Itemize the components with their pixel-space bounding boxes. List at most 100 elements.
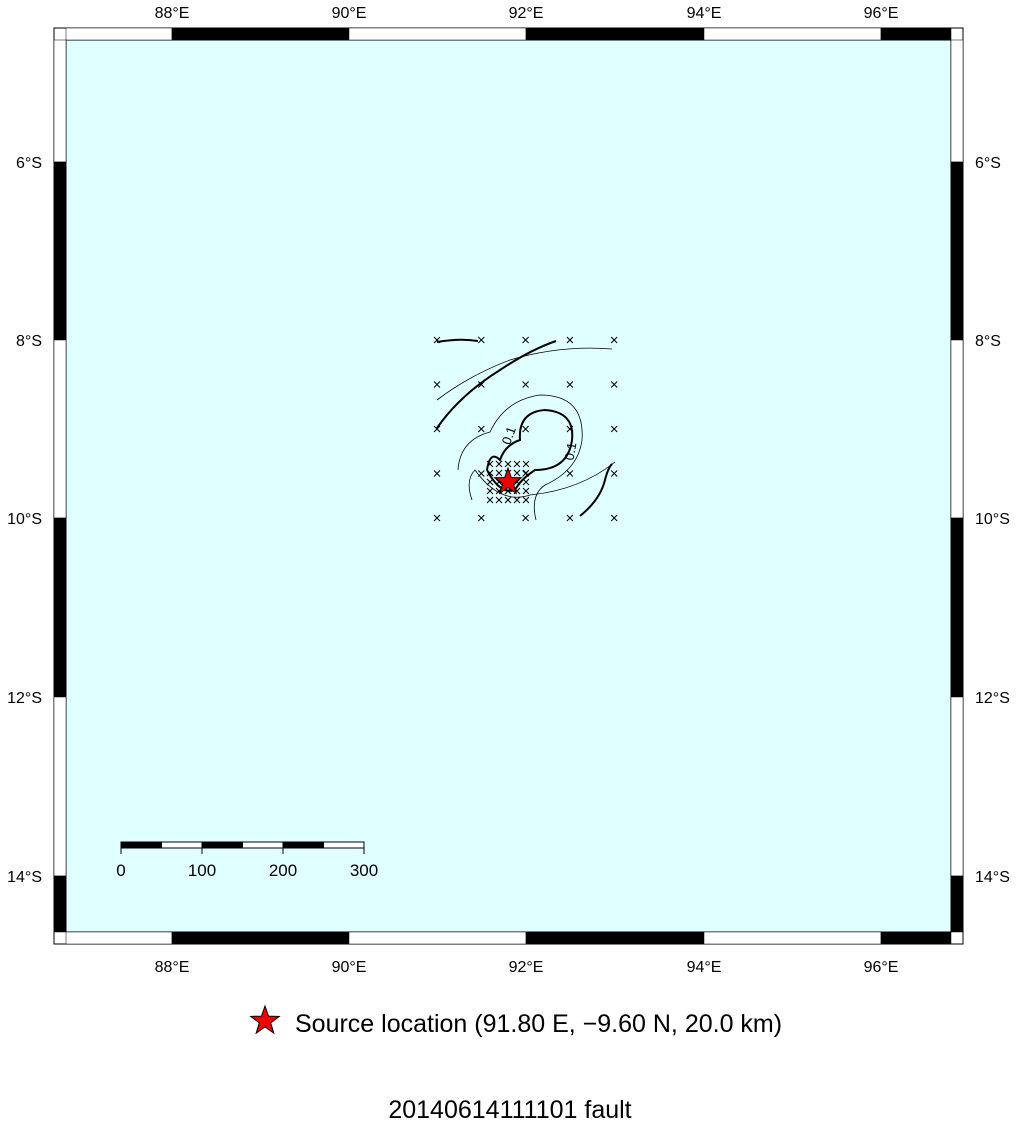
lon-label: 88°E <box>155 5 190 22</box>
frame-bar <box>65 27 173 41</box>
scale-segment <box>242 841 284 849</box>
grid-cross <box>522 425 529 433</box>
grid-cross <box>486 478 494 486</box>
frame-bar <box>348 27 527 41</box>
grid-cross <box>504 496 512 504</box>
grid-cross <box>566 336 574 344</box>
contour-line <box>436 340 557 429</box>
grid-cross <box>433 336 441 344</box>
grid-cross <box>522 487 530 495</box>
frame-bar <box>171 27 350 41</box>
contour-line <box>579 463 613 517</box>
grid-cross <box>433 470 441 477</box>
lat-label: 8°S <box>975 333 1001 350</box>
contour-line <box>486 408 574 492</box>
scale-label: 200 <box>269 861 297 880</box>
lon-label: 92°E <box>509 5 544 22</box>
frame-bar <box>950 39 964 163</box>
lat-label: 6°S <box>16 155 42 172</box>
lon-label: 96°E <box>864 5 899 22</box>
lon-label: 88°E <box>155 959 190 976</box>
grid-cross <box>610 381 618 388</box>
grid-cross <box>433 425 441 433</box>
frame-bar <box>65 931 173 945</box>
footer-title: 20140614111101 fault <box>388 1096 631 1120</box>
scale-segment <box>120 841 162 849</box>
grid-cross <box>477 470 485 477</box>
scale-bar: 0 100 200 300 <box>116 841 378 880</box>
contour-label: 0.1 <box>562 441 580 461</box>
grid-cross <box>486 469 494 477</box>
frame-bar <box>950 161 964 341</box>
grid-cross <box>513 496 521 504</box>
lat-label: 6°S <box>975 155 1001 172</box>
source-star <box>493 466 523 495</box>
frame-bar <box>53 339 67 519</box>
scale-segment <box>161 841 203 849</box>
frame-bar <box>950 875 964 933</box>
frame-bar <box>950 696 964 877</box>
grid-cross <box>477 514 485 522</box>
frame-bar <box>348 931 527 945</box>
contours <box>436 338 616 521</box>
lat-label: 14°S <box>7 869 42 886</box>
frame-bar <box>171 931 350 945</box>
scale-segment <box>323 841 365 849</box>
lat-label: 10°S <box>7 511 42 528</box>
grid-cross <box>433 381 441 388</box>
grid-cross <box>610 470 618 477</box>
frame-bar <box>880 931 952 945</box>
grid-cross <box>486 496 494 504</box>
grid-cross <box>522 469 530 477</box>
contour-line <box>457 394 583 521</box>
frame-bars <box>53 27 964 945</box>
grid-cross <box>486 460 494 468</box>
frame-bar <box>950 339 964 519</box>
lon-label: 90°E <box>332 959 367 976</box>
lat-label: 10°S <box>975 511 1010 528</box>
frame-bar <box>880 27 952 41</box>
frame-bar <box>525 931 705 945</box>
contour-label: 0.1 <box>499 424 519 446</box>
grid-cross <box>610 514 618 522</box>
grid-cross <box>522 381 529 388</box>
legend-star <box>249 1004 281 1035</box>
scale-label: 0 <box>116 861 125 880</box>
frame-bar <box>53 875 67 933</box>
frame-bar <box>525 27 705 41</box>
grid-cross <box>566 425 574 433</box>
grid-cross <box>522 478 530 486</box>
grid-cross <box>610 425 618 433</box>
grid-cross <box>522 336 529 344</box>
grid-cross <box>477 381 485 388</box>
legend-label: Source location (91.80 E, −9.60 N, 20.0 … <box>295 1010 782 1038</box>
grid-points <box>433 336 618 522</box>
grid-cross <box>495 496 503 504</box>
frame-bar <box>53 517 67 698</box>
lon-label: 92°E <box>509 959 544 976</box>
frame-bar <box>53 696 67 877</box>
frame-bar <box>53 39 67 163</box>
scale-label: 300 <box>350 861 378 880</box>
scale-segment <box>201 841 243 849</box>
lon-label: 94°E <box>687 959 722 976</box>
frame-bar <box>950 517 964 698</box>
scale-label: 100 <box>188 861 216 880</box>
grid-cross <box>495 469 503 477</box>
frame-bar <box>53 161 67 341</box>
frame-bar <box>703 27 882 41</box>
grid-cross <box>522 496 530 504</box>
lat-label: 14°S <box>975 869 1010 886</box>
grid-cross <box>566 470 574 477</box>
contour-line <box>468 461 616 501</box>
grid-cross <box>513 460 521 468</box>
frame-bar <box>703 931 882 945</box>
grid-cross <box>477 425 485 433</box>
grid-cross <box>610 336 618 344</box>
lat-label: 8°S <box>16 333 42 350</box>
grid-cross <box>477 336 485 344</box>
grid-cross <box>566 381 574 388</box>
grid-cross <box>486 487 494 495</box>
